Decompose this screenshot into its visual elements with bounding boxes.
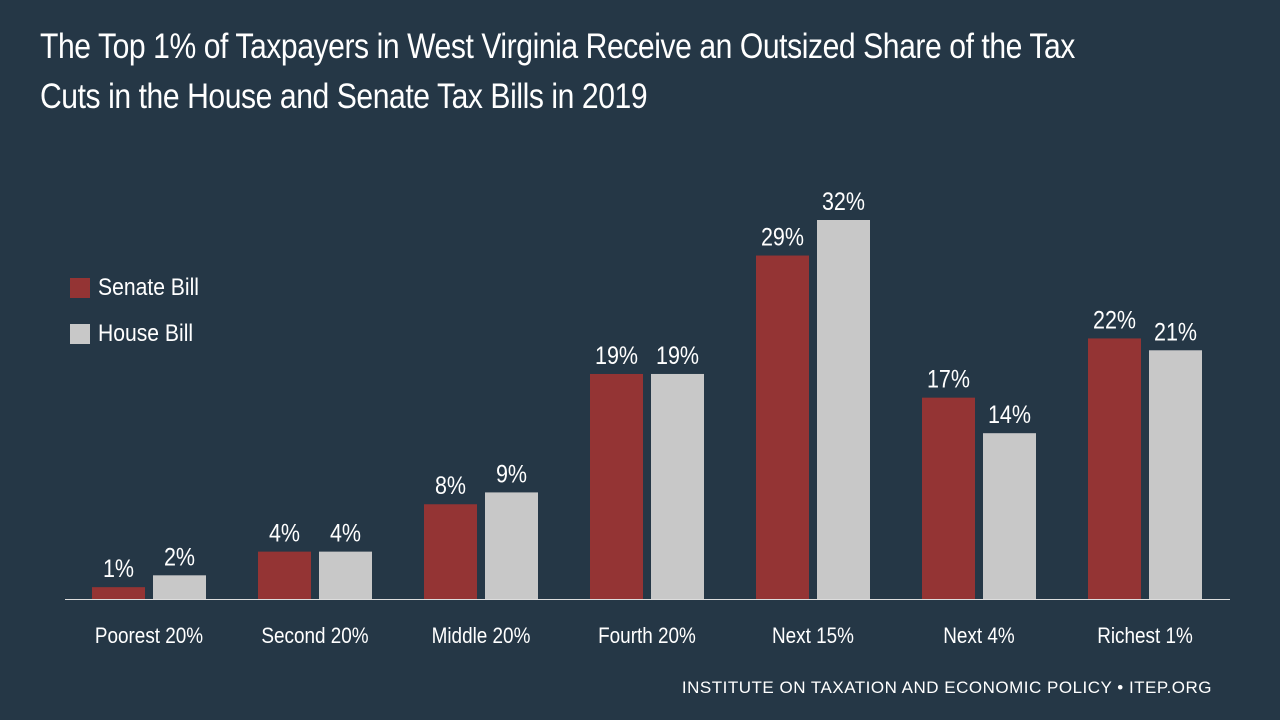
chart-title-line-2: Cuts in the House and Senate Tax Bills i… — [40, 77, 648, 116]
data-label-house-3: 9% — [496, 460, 527, 488]
bar-senate-7 — [1088, 338, 1141, 599]
footer-source: INSTITUTE ON TAXATION AND ECONOMIC POLIC… — [681, 678, 1212, 697]
legend-swatch-senate — [70, 278, 90, 298]
legend-item-senate: Senate Bill — [70, 265, 213, 311]
data-label-senate-1: 1% — [103, 555, 134, 583]
bar-house-3 — [485, 492, 538, 599]
x-tick-label-6: Next 4% — [943, 624, 1014, 649]
data-label-senate-7: 22% — [1093, 306, 1136, 334]
bar-senate-2 — [258, 551, 311, 599]
data-label-senate-2: 4% — [269, 519, 300, 547]
bar-senate-6 — [922, 397, 975, 599]
data-label-house-1: 2% — [164, 543, 195, 571]
bar-senate-5 — [756, 255, 809, 599]
data-label-house-5: 32% — [822, 187, 865, 215]
bar-house-2 — [319, 551, 372, 599]
data-label-house-4: 19% — [656, 341, 699, 369]
legend-label-senate: Senate Bill — [98, 274, 199, 301]
bar-house-1 — [153, 575, 206, 599]
legend-swatch-house — [70, 324, 90, 344]
data-label-senate-5: 29% — [761, 223, 804, 251]
legend-label-house: House Bill — [98, 320, 194, 347]
bar-senate-1 — [92, 587, 145, 599]
x-tick-label-3: Middle 20% — [432, 624, 531, 649]
data-label-house-7: 21% — [1154, 318, 1197, 346]
data-label-house-6: 14% — [988, 401, 1031, 429]
legend-item-house: House Bill — [70, 311, 213, 357]
data-label-senate-6: 17% — [927, 365, 970, 393]
bar-senate-3 — [424, 504, 477, 599]
bar-house-5 — [817, 220, 870, 599]
x-tick-label-7: Richest 1% — [1097, 624, 1193, 649]
data-label-house-2: 4% — [330, 519, 361, 547]
x-tick-label-5: Next 15% — [772, 624, 854, 649]
x-tick-label-2: Second 20% — [261, 624, 368, 649]
chart-title-line-1: The Top 1% of Taxpayers in West Virginia… — [40, 27, 1075, 66]
data-label-senate-4: 19% — [595, 341, 638, 369]
x-tick-label-4: Fourth 20% — [598, 624, 696, 649]
bar-house-6 — [983, 433, 1036, 599]
x-tick-label-1: Poorest 20% — [95, 624, 203, 649]
bar-house-7 — [1149, 350, 1202, 599]
legend: Senate Bill House Bill — [70, 265, 213, 357]
chart-title: The Top 1% of Taxpayers in West Virginia… — [40, 22, 1075, 122]
bar-senate-4 — [590, 373, 643, 599]
data-label-senate-3: 8% — [435, 472, 466, 500]
bar-house-4 — [651, 373, 704, 599]
